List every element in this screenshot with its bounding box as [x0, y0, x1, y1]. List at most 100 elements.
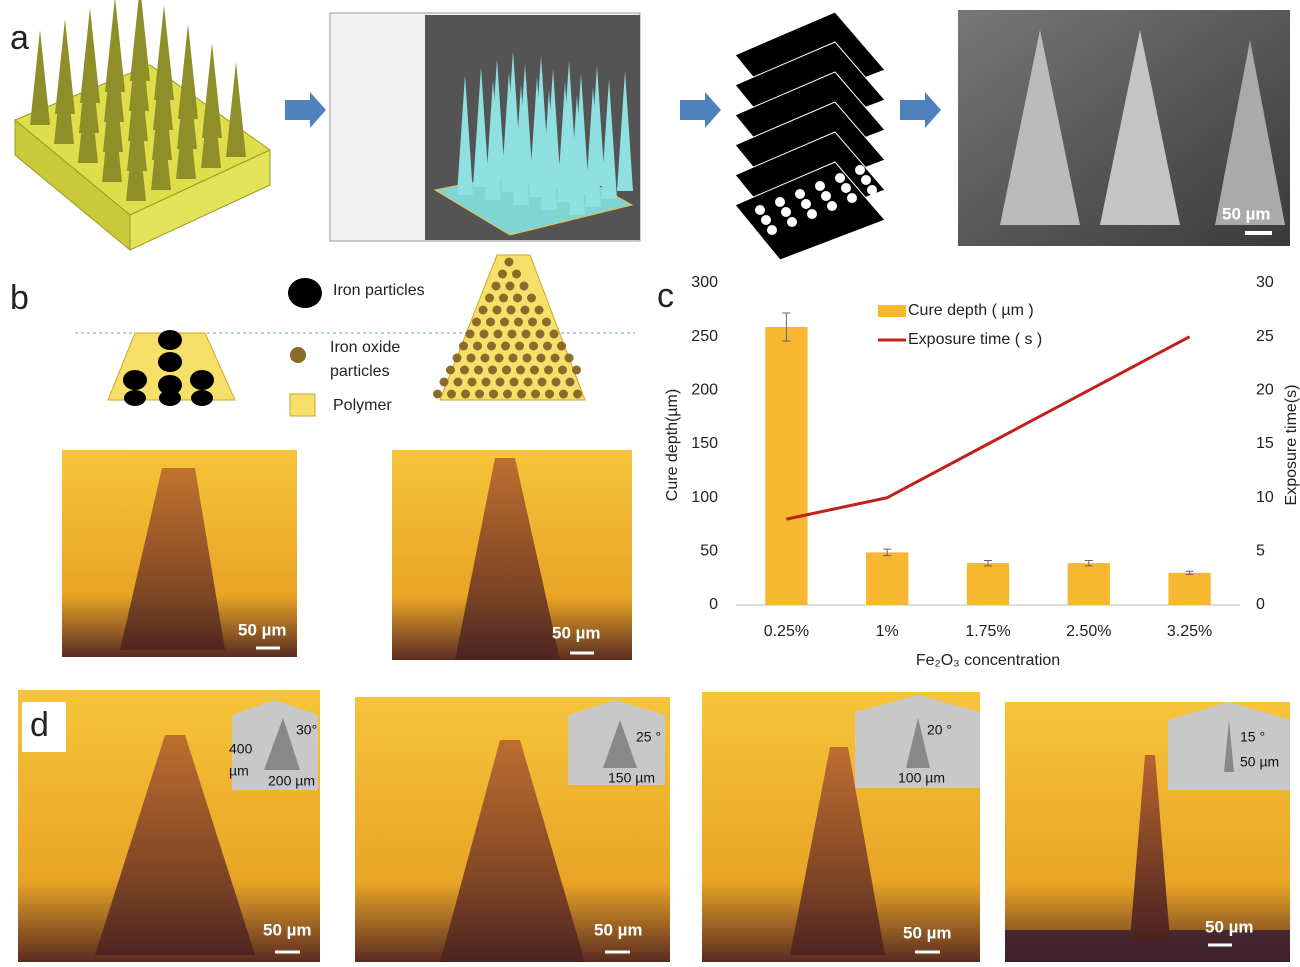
hole	[761, 215, 771, 225]
y2-tick-label: 25	[1256, 328, 1274, 345]
y2-tick-label: 30	[1256, 274, 1274, 291]
inset-label: 25 °	[636, 729, 661, 745]
oxide	[499, 294, 508, 303]
oxide	[565, 354, 574, 363]
oxide	[502, 366, 511, 375]
cone	[154, 5, 174, 100]
oxide	[513, 294, 522, 303]
y2-tick-label: 15	[1256, 435, 1274, 452]
legend-label: Exposure time ( s )	[908, 331, 1042, 348]
oxide	[492, 282, 501, 291]
inset-label: 50 µm	[1240, 754, 1279, 770]
oxide	[551, 354, 560, 363]
oxide	[522, 330, 531, 339]
bar	[866, 552, 908, 605]
y2-axis-label: Exposure time(s)	[1283, 385, 1300, 506]
hole	[775, 197, 785, 207]
scale-label: 50 µm	[552, 623, 601, 642]
bar	[1168, 573, 1210, 605]
oxide	[494, 330, 503, 339]
oxide	[512, 270, 521, 279]
oxide	[527, 294, 536, 303]
legend-label: Iron oxide	[330, 339, 400, 356]
oxide	[544, 366, 553, 375]
cone	[80, 8, 100, 103]
x-tick-label: 1%	[876, 623, 899, 640]
oxide	[545, 390, 554, 399]
oxide	[486, 318, 495, 327]
oxide	[496, 378, 505, 387]
bar	[765, 327, 807, 605]
hole	[867, 185, 877, 195]
y-tick-label: 50	[700, 543, 718, 560]
legend-label: Cure depth ( µm )	[908, 302, 1034, 319]
y-tick-label: 250	[691, 328, 718, 345]
y2-tick-label: 20	[1256, 382, 1274, 399]
panel-label: c	[657, 277, 674, 315]
oxide	[493, 306, 502, 315]
decoration	[15, 0, 1290, 962]
oxide	[566, 378, 575, 387]
oxide	[524, 378, 533, 387]
oxide	[468, 378, 477, 387]
oxide	[475, 390, 484, 399]
y-axis-label: Cure depth(µm)	[664, 389, 681, 501]
oxide	[505, 258, 514, 267]
y-tick-label: 150	[691, 435, 718, 452]
oxide	[508, 330, 517, 339]
y-tick-label: 300	[691, 274, 718, 291]
legend-label: particles	[330, 363, 390, 380]
oxide	[485, 294, 494, 303]
x-tick-label: 2.50%	[1066, 623, 1111, 640]
oxide	[447, 390, 456, 399]
inset-label: 100 µm	[898, 770, 945, 786]
oxide	[474, 366, 483, 375]
oxide	[433, 390, 442, 399]
y-tick-label: 0	[709, 596, 718, 613]
oxide	[466, 330, 475, 339]
oxide	[453, 354, 462, 363]
oxide	[516, 366, 525, 375]
y2-tick-label: 5	[1256, 543, 1265, 560]
hole	[787, 217, 797, 227]
scale-label: 50 µm	[903, 923, 952, 942]
oxide	[495, 354, 504, 363]
inset-label: 15 °	[1240, 729, 1265, 745]
oxide	[440, 378, 449, 387]
legend-swatch	[878, 305, 906, 317]
hole	[861, 175, 871, 185]
cone	[202, 43, 222, 138]
inset-label: 200 µm	[268, 773, 315, 789]
oxide	[552, 378, 561, 387]
y2-tick-label: 10	[1256, 489, 1274, 506]
oxide	[479, 306, 488, 315]
page: a b c d 50 µm Iron particles Iron oxide …	[0, 0, 1300, 967]
cone	[55, 19, 75, 114]
y-tick-label: 200	[691, 382, 718, 399]
oxide	[481, 354, 490, 363]
hole	[815, 181, 825, 191]
oxide	[473, 342, 482, 351]
x-axis-label: Fe₂O₃ concentration	[916, 652, 1060, 669]
inset-label: 150 µm	[608, 770, 655, 786]
oxide	[573, 390, 582, 399]
inset-label: 30°	[296, 722, 317, 738]
oxide	[523, 354, 532, 363]
hole	[801, 199, 811, 209]
oxide	[487, 342, 496, 351]
cone	[226, 62, 246, 157]
oxide	[557, 342, 566, 351]
oxide	[446, 366, 455, 375]
oxide	[461, 390, 470, 399]
oxide	[514, 318, 523, 327]
oxide	[482, 378, 491, 387]
oxide	[509, 354, 518, 363]
figure: a b c d 50 µm Iron particles Iron oxide …	[0, 0, 1300, 967]
y-tick-label: 100	[691, 489, 718, 506]
scale-label: 50 µm	[1205, 917, 1254, 936]
x-tick-label: 0.25%	[764, 623, 809, 640]
oxide	[459, 342, 468, 351]
y2-tick-label: 0	[1256, 596, 1265, 613]
x-tick-label: 1.75%	[965, 623, 1010, 640]
panel-label: d	[30, 706, 49, 744]
